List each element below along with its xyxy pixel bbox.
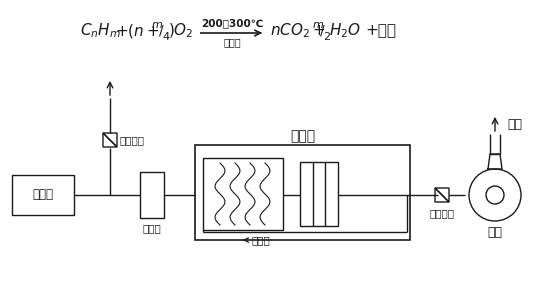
Text: 排放: 排放 bbox=[507, 118, 522, 131]
Text: $)O_2$: $)O_2$ bbox=[168, 21, 194, 40]
Text: $H_2O$: $H_2O$ bbox=[329, 21, 361, 40]
Bar bbox=[12, 175, 74, 215]
Text: 排空阀门: 排空阀门 bbox=[430, 208, 455, 218]
Text: 风机: 风机 bbox=[488, 227, 503, 240]
Text: $/$: $/$ bbox=[319, 23, 326, 38]
Bar bbox=[300, 162, 338, 226]
Text: $+(n+$: $+(n+$ bbox=[115, 21, 160, 40]
Text: 阻火器: 阻火器 bbox=[143, 223, 161, 233]
Text: 催化剂: 催化剂 bbox=[224, 37, 241, 47]
Text: $nCO_2+$: $nCO_2+$ bbox=[270, 21, 326, 40]
Bar bbox=[203, 158, 283, 230]
Bar bbox=[140, 172, 164, 218]
Text: $m$: $m$ bbox=[312, 20, 324, 30]
Text: $/$: $/$ bbox=[158, 23, 165, 38]
Text: 废气源: 废气源 bbox=[32, 188, 54, 201]
Text: 排空阀门: 排空阀门 bbox=[120, 135, 145, 145]
Text: 200－300℃: 200－300℃ bbox=[201, 18, 264, 28]
Text: +热量: +热量 bbox=[365, 23, 396, 38]
Text: $2$: $2$ bbox=[323, 30, 331, 42]
Text: $4$: $4$ bbox=[162, 30, 170, 42]
Bar bbox=[195, 145, 410, 240]
Text: 催化室: 催化室 bbox=[290, 129, 315, 143]
Text: $m$: $m$ bbox=[151, 20, 163, 30]
Text: 换热器: 换热器 bbox=[251, 235, 270, 245]
Text: $\mathit{C_n H_m}$: $\mathit{C_n H_m}$ bbox=[80, 21, 121, 40]
